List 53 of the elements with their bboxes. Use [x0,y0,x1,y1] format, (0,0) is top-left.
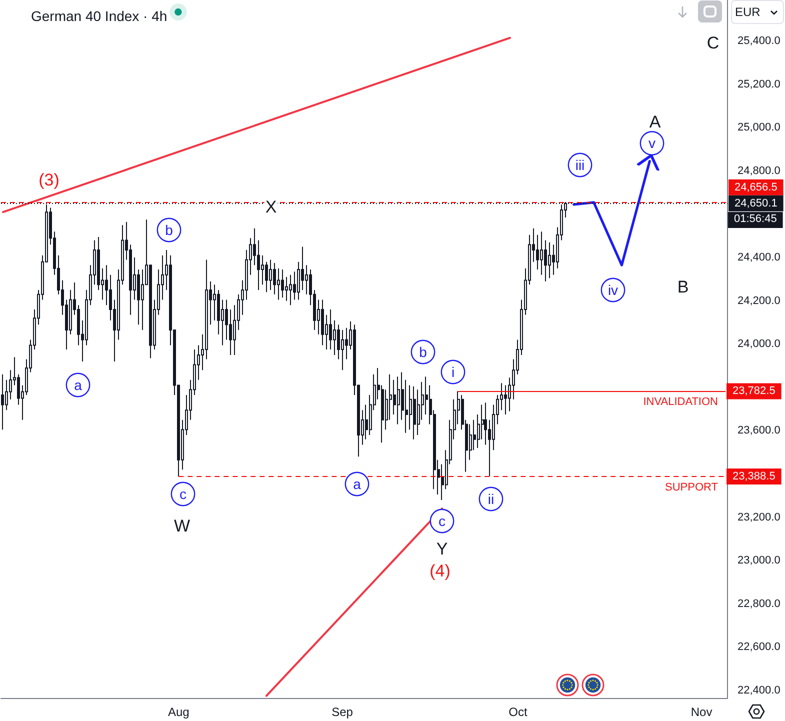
x-tick-label: Nov [690,705,712,719]
y-tick-label: 25,000.0 [738,122,780,134]
annotation: (4) [430,562,450,580]
annotation: i [451,364,455,380]
candlestick [1,374,4,430]
ref-line-label: 24,650.1 [734,197,778,210]
y-tick-label: 25,200.0 [738,78,780,90]
candlestick [548,242,551,279]
y-tick-label: 24,800.0 [738,164,780,177]
ref-line-label: 23,388.5 [732,470,776,482]
y-tick-label: 24,000.0 [738,338,780,350]
annotation: ii [488,491,494,507]
candlestick [269,259,272,291]
annotation: a [74,377,82,393]
annotation: X [265,198,277,216]
y-tick-label: 22,400.0 [738,684,780,696]
y-tick-label: 24,200.0 [738,294,780,307]
candlestick [413,386,416,440]
annotation: SUPPORT [665,481,718,494]
y-tick-label: 23,200.0 [738,511,780,524]
ref-line-label: 24,656.5 [734,181,778,194]
annotation: c [438,513,446,529]
text: German 40 Index · 4h [31,8,168,24]
annotation: b [165,222,174,238]
annotation: iv [608,282,618,298]
candlestick [321,299,324,346]
currency-dropdown: EUR [731,0,784,24]
annotation: A [649,112,662,132]
candlestick [397,376,400,425]
y-tick-label: 22,800.0 [738,598,780,610]
x-tick-label: Sep [332,705,354,719]
text: 01:56:45 [734,213,777,225]
x-tick-label: Aug [168,705,190,719]
annotation: B [677,278,689,296]
y-tick-label: 24,400.0 [738,252,780,264]
annotation: Y [436,540,448,558]
annotation: W [174,516,190,536]
annotation: v [648,135,656,152]
candlestick [289,274,292,306]
ref-line-label: 23,782.5 [732,385,776,398]
annotation: b [419,344,428,360]
candlestick [281,268,284,298]
annotation: INVALIDATION [643,396,718,408]
x-tick-label: Oct [508,705,528,719]
annotation: c [180,486,186,502]
y-tick-label: 25,400.0 [738,35,780,48]
y-tick-label: 22,600.0 [738,641,780,654]
annotation: a [353,476,362,492]
annotation: iii [575,157,585,173]
annotation: (3) [38,170,60,190]
y-tick-label: 23,000.0 [738,554,780,567]
y-tick-label: 23,600.0 [738,424,780,437]
annotation: C [706,34,720,52]
